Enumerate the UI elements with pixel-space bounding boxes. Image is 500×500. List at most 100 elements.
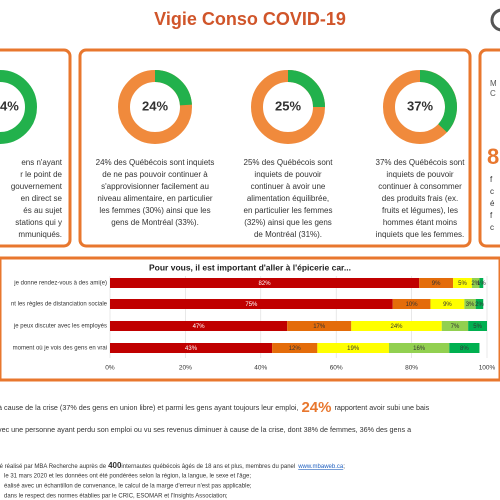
panel-text: C: [490, 89, 496, 98]
panel-text: continuer à consommer: [378, 182, 462, 191]
bar-segment: [110, 343, 273, 353]
donut-center: [397, 84, 443, 130]
left-panel: [0, 48, 72, 248]
footer-text: té réalisé par MBA Recherche auprès de: [0, 464, 107, 470]
donut-arc: [287, 70, 325, 108]
panel-text: de ne pas pouvoir continuer à: [102, 170, 208, 179]
x-tick-label: 0%: [105, 365, 115, 372]
panel-text: M: [490, 79, 497, 88]
data-label: 9%: [443, 302, 452, 308]
panel-text: alimentation équilibrée,: [247, 194, 329, 203]
data-label: 17%: [313, 324, 326, 330]
panel-text: r le point de: [20, 170, 62, 179]
footer-text: ;: [343, 464, 345, 470]
donut-arc: [154, 70, 192, 106]
panel-big: 8: [487, 144, 499, 169]
donut-label: 37%: [407, 98, 433, 113]
data-label: 24%: [391, 324, 404, 330]
panel-text: en direct se: [21, 194, 63, 203]
panel-text: 37% des Québécois sont: [376, 158, 466, 167]
data-label: 47%: [193, 324, 206, 330]
page-title: Vigie Conso COVID-19: [154, 9, 346, 29]
footer-count: 400: [108, 461, 122, 470]
y-tick-label: je donne rendez-vous à des ami(e): [13, 281, 107, 287]
left-donut: [0, 70, 37, 144]
right-panel: [478, 48, 500, 248]
x-tick-label: 40%: [254, 365, 267, 372]
donut-center: [265, 84, 311, 130]
y-tick-label: je peux discuter avec les employés: [13, 324, 107, 330]
data-label: 10%: [406, 302, 419, 308]
data-label: 1%: [477, 281, 486, 287]
bar-segment: [449, 343, 480, 353]
data-label: 43%: [185, 346, 198, 352]
panel-text: stations qui y: [15, 218, 62, 227]
chart-panel: [0, 256, 500, 382]
panel-text: niveau alimentaire, en particulier: [97, 194, 213, 203]
summary-highlight: 24%: [301, 399, 331, 416]
panel-text: (32%) ainsi que les gens: [244, 218, 332, 227]
bar-segment: [287, 321, 352, 331]
panel-text: inquiets de pouvoir: [254, 170, 321, 179]
panel-text: ens n'ayant: [21, 158, 62, 167]
donut-arc: [419, 70, 457, 133]
bar-segment: [453, 278, 472, 288]
bar-segment: [441, 321, 469, 331]
x-tick-label: 100%: [479, 365, 496, 372]
footer-text: té réalisé par MBA Recherche auprès de 40…: [0, 461, 345, 470]
panel-text: des produits frais (ex.: [382, 194, 458, 203]
panel-text: continuer à avoir une: [251, 182, 326, 191]
bar-segment: [475, 299, 484, 309]
bar-segment: [430, 299, 465, 309]
panel-text: inquiets que les femmes.: [376, 230, 465, 239]
panel-text: s'approvisionner facilement au: [101, 182, 209, 191]
data-label: 2%: [475, 302, 484, 308]
donut-label: 24%: [142, 98, 168, 113]
donut-center: [132, 84, 178, 130]
summary-text: à cause de la crise (37% des gens en uni…: [0, 399, 430, 416]
panel-text: és au sujet: [23, 206, 62, 215]
bar-segment: [388, 343, 450, 353]
bar-segment: [272, 343, 318, 353]
data-label: 75%: [245, 302, 258, 308]
bar-segment: [419, 278, 454, 288]
panel-text: é: [490, 199, 495, 208]
panel-text: hommes étant moins: [383, 218, 457, 227]
data-label: 19%: [347, 346, 360, 352]
summary-text: rapportent avoir subi une bais: [334, 403, 429, 412]
panel-text: 25% des Québécois sont: [244, 158, 334, 167]
data-label: 12%: [289, 346, 302, 352]
chart-title: Pour vous, il est important d'aller à l'…: [149, 262, 351, 272]
footer-text: dans le respect des normes établies par …: [4, 494, 228, 500]
panel-text: fruits et légumes), les: [382, 206, 458, 215]
data-label: 5%: [458, 281, 467, 287]
summary-text: à cause de la crise (37% des gens en uni…: [0, 403, 298, 412]
x-tick-label: 80%: [405, 365, 418, 372]
bar-segment: [110, 299, 393, 309]
footer-text: éalisé avec un échantillon de convenance…: [4, 484, 252, 490]
panel-text: c: [490, 187, 494, 196]
middle-panel: [78, 48, 472, 248]
panel-text: en particulier les femmes: [244, 206, 333, 215]
panel-text: 24% des Québécois sont inquiets: [96, 158, 215, 167]
data-label: 7%: [451, 324, 460, 330]
panel-text: de Montréal (31%).: [254, 230, 322, 239]
bar-segment: [468, 321, 487, 331]
bar-segment: [464, 299, 476, 309]
data-label: 3%: [466, 302, 475, 308]
summary-text: vec une personne ayant perdu son emploi …: [0, 425, 411, 434]
y-tick-label: nt les règles de distanciation sociale: [11, 302, 108, 308]
data-label: 5%: [473, 324, 482, 330]
y-tick-label: moment où je vois des gens en vrai: [13, 346, 107, 352]
footer-text: le 31 mars 2020 et les données ont été p…: [4, 474, 251, 480]
data-label: 9%: [432, 281, 441, 287]
bar-segment: [392, 299, 431, 309]
bar-segment: [479, 278, 484, 288]
bar-segment: [110, 321, 288, 331]
donut-label: 25%: [275, 98, 301, 113]
bar-segment: [317, 343, 389, 353]
panel-text: mmuniqués.: [18, 230, 62, 239]
panel-text: f: [490, 175, 493, 184]
panel-text: inquiets de pouvoir: [386, 170, 453, 179]
